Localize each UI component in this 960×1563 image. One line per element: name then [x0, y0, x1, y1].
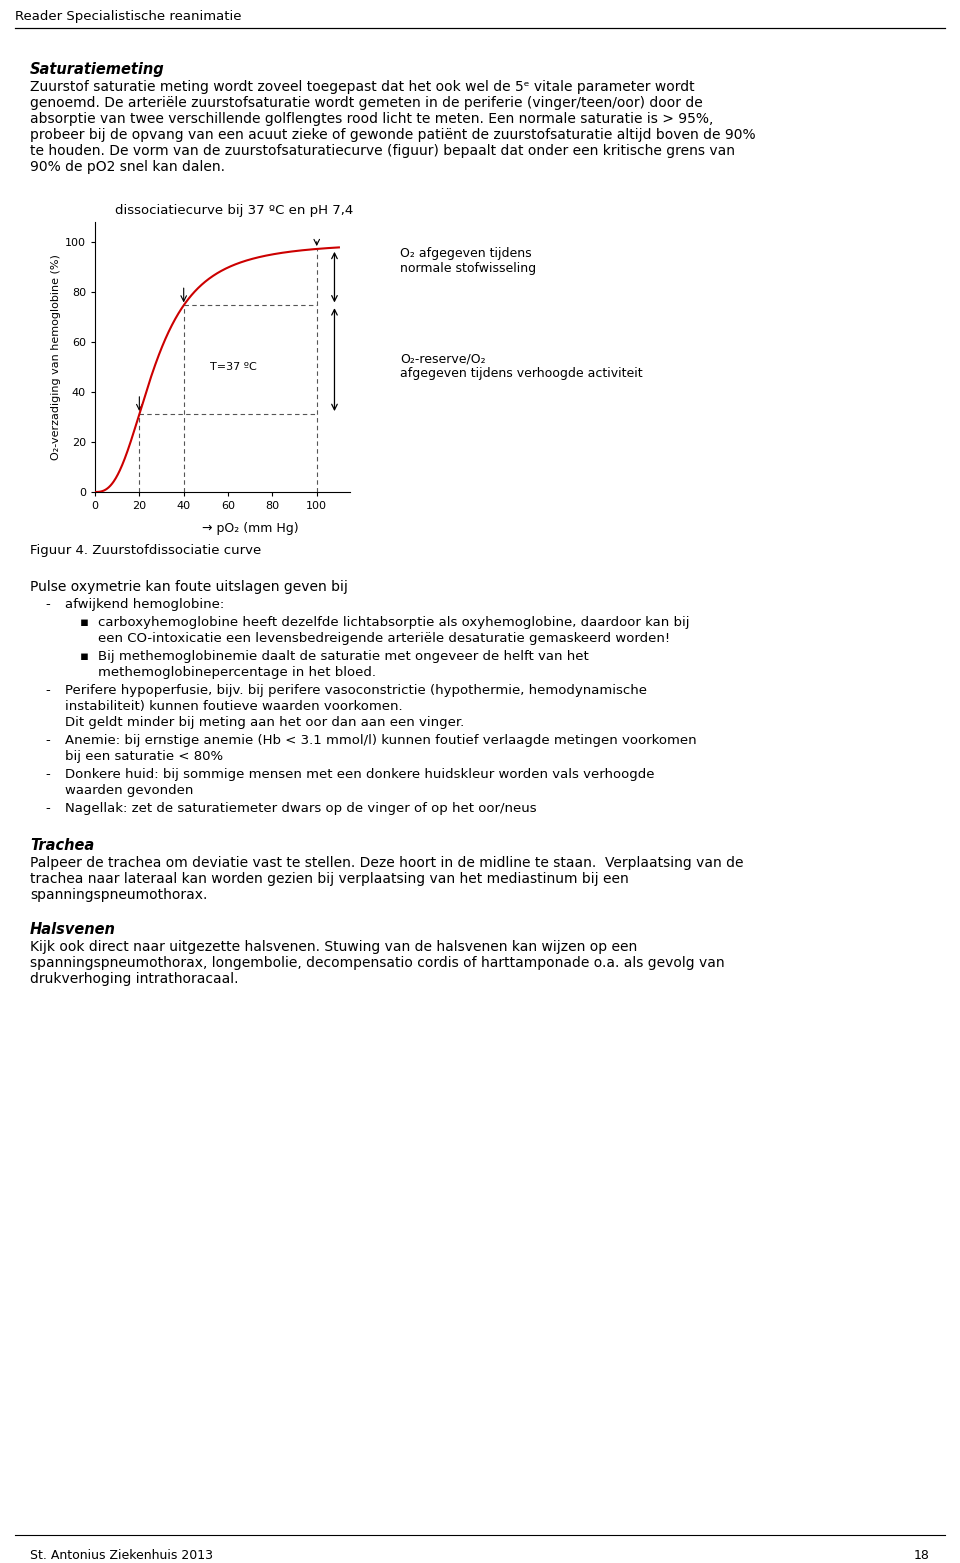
Text: Perifere hypoperfusie, bijv. bij perifere vasoconstrictie (hypothermie, hemodyna: Perifere hypoperfusie, bijv. bij perifer… [65, 685, 647, 697]
Text: Kijk ook direct naar uitgezette halsvenen. Stuwing van de halsvenen kan wijzen o: Kijk ook direct naar uitgezette halsvene… [30, 939, 637, 953]
Text: Halsvenen: Halsvenen [30, 922, 116, 936]
Text: genoemd. De arteriële zuurstofsaturatie wordt gemeten in de periferie (vinger/te: genoemd. De arteriële zuurstofsaturatie … [30, 95, 703, 109]
Text: Donkere huid: bij sommige mensen met een donkere huidskleur worden vals verhoogd: Donkere huid: bij sommige mensen met een… [65, 767, 655, 782]
Text: methemoglobinepercentage in het bloed.: methemoglobinepercentage in het bloed. [98, 666, 376, 678]
Text: spanningspneumothorax.: spanningspneumothorax. [30, 888, 207, 902]
Text: drukverhoging intrathoracaal.: drukverhoging intrathoracaal. [30, 972, 238, 986]
Text: 90% de pO2 snel kan dalen.: 90% de pO2 snel kan dalen. [30, 159, 225, 173]
Text: Bij methemoglobinemie daalt de saturatie met ongeveer de helft van het: Bij methemoglobinemie daalt de saturatie… [98, 650, 588, 663]
Text: instabiliteit) kunnen foutieve waarden voorkomen.: instabiliteit) kunnen foutieve waarden v… [65, 700, 402, 713]
Text: te houden. De vorm van de zuurstofsaturatiecurve (figuur) bepaalt dat onder een : te houden. De vorm van de zuurstofsatura… [30, 144, 735, 158]
Y-axis label: O₂-verzadiging van hemoglobine (%): O₂-verzadiging van hemoglobine (%) [51, 255, 60, 460]
Text: -: - [45, 767, 50, 782]
Text: waarden gevonden: waarden gevonden [65, 785, 193, 797]
Text: -: - [45, 685, 50, 697]
Text: Dit geldt minder bij meting aan het oor dan aan een vinger.: Dit geldt minder bij meting aan het oor … [65, 716, 465, 728]
Text: Pulse oxymetrie kan foute uitslagen geven bij: Pulse oxymetrie kan foute uitslagen geve… [30, 580, 348, 594]
Text: Nagellak: zet de saturatiemeter dwars op de vinger of op het oor/neus: Nagellak: zet de saturatiemeter dwars op… [65, 802, 537, 814]
Text: ▪: ▪ [80, 650, 89, 663]
Text: carboxyhemoglobine heeft dezelfde lichtabsorptie als oxyhemoglobine, daardoor ka: carboxyhemoglobine heeft dezelfde lichta… [98, 616, 689, 628]
Text: Saturatiemeting: Saturatiemeting [30, 63, 165, 77]
Text: 18: 18 [914, 1549, 930, 1561]
Text: St. Antonius Ziekenhuis 2013: St. Antonius Ziekenhuis 2013 [30, 1549, 213, 1561]
Text: O₂ afgegeven tijdens
normale stofwisseling: O₂ afgegeven tijdens normale stofwisseli… [400, 247, 536, 275]
Text: ▪: ▪ [80, 616, 89, 628]
Text: → pO₂ (mm Hg): → pO₂ (mm Hg) [202, 522, 299, 535]
Text: Palpeer de trachea om deviatie vast te stellen. Deze hoort in de midline te staa: Palpeer de trachea om deviatie vast te s… [30, 857, 743, 871]
Text: O₂-reserve/O₂
afgegeven tijdens verhoogde activiteit: O₂-reserve/O₂ afgegeven tijdens verhoogd… [400, 352, 642, 380]
Text: Zuurstof saturatie meting wordt zoveel toegepast dat het ook wel de 5ᵉ vitale pa: Zuurstof saturatie meting wordt zoveel t… [30, 80, 695, 94]
Text: Trachea: Trachea [30, 838, 94, 853]
Text: bij een saturatie < 80%: bij een saturatie < 80% [65, 750, 223, 763]
Text: T=37 ºC: T=37 ºC [210, 363, 257, 372]
Text: -: - [45, 802, 50, 814]
Text: probeer bij de opvang van een acuut zieke of gewonde patiënt de zuurstofsaturati: probeer bij de opvang van een acuut ziek… [30, 128, 756, 142]
Text: trachea naar lateraal kan worden gezien bij verplaatsing van het mediastinum bij: trachea naar lateraal kan worden gezien … [30, 872, 629, 886]
Text: Reader Specialistische reanimatie: Reader Specialistische reanimatie [15, 9, 242, 23]
Text: een CO-intoxicatie een levensbedreigende arteriële desaturatie gemaskeerd worden: een CO-intoxicatie een levensbedreigende… [98, 631, 670, 646]
Text: -: - [45, 735, 50, 747]
Text: spanningspneumothorax, longembolie, decompensatio cordis of harttamponade o.a. a: spanningspneumothorax, longembolie, deco… [30, 957, 725, 971]
Text: Anemie: bij ernstige anemie (Hb < 3.1 mmol/l) kunnen foutief verlaagde metingen : Anemie: bij ernstige anemie (Hb < 3.1 mm… [65, 735, 697, 747]
Text: absorptie van twee verschillende golflengtes rood licht te meten. Een normale sa: absorptie van twee verschillende golflen… [30, 113, 713, 127]
Text: afwijkend hemoglobine:: afwijkend hemoglobine: [65, 599, 225, 611]
Text: Figuur 4. Zuurstofdissociatie curve: Figuur 4. Zuurstofdissociatie curve [30, 544, 261, 556]
Text: -: - [45, 599, 50, 611]
Text: dissociatiecurve bij 37 ºC en pH 7,4: dissociatiecurve bij 37 ºC en pH 7,4 [115, 205, 353, 217]
